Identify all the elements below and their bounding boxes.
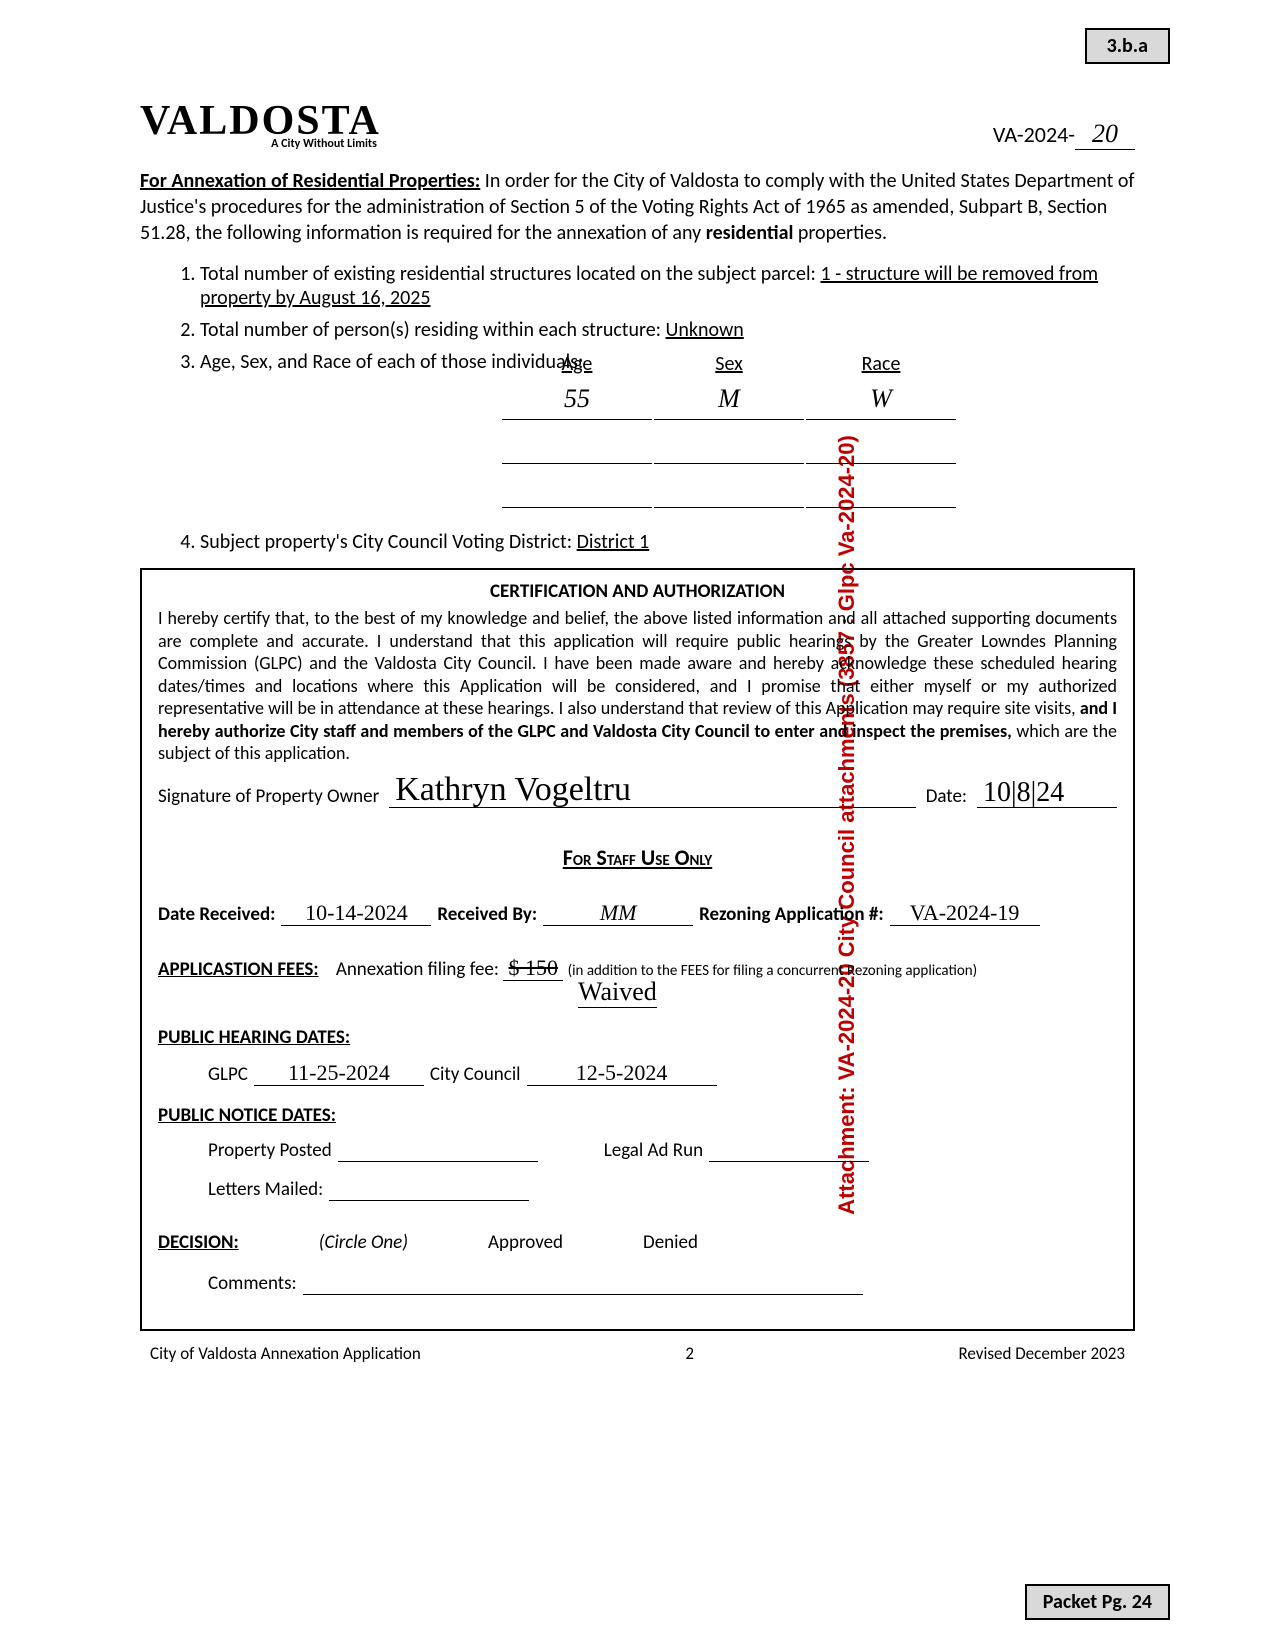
footer-right: Revised December 2023 [958,1343,1125,1364]
tab-bottom: Packet Pg. 24 [1025,1584,1170,1620]
requirements-list-cont: Subject property's City Council Voting D… [170,530,1135,554]
public-hearing-label: PUBLIC HEARING DATES: [158,1026,1117,1049]
list-item-2: Total number of person(s) residing withi… [200,318,1135,342]
logo-main: VALDOSTA [140,100,381,142]
va-number: VA-2024-20 [993,119,1135,150]
certification-box: CERTIFICATION AND AUTHORIZATION I hereby… [140,568,1135,1331]
sex-value: M [654,378,804,420]
cert-text: I hereby certify that, to the best of my… [158,607,1117,765]
decision-denied: Denied [643,1231,698,1254]
col-race: Race [806,352,956,376]
demographics-table: Age Sex Race 55 M W [500,350,958,510]
received-by-hw: MM [543,901,693,926]
intro-paragraph: For Annexation of Residential Properties… [140,168,1135,246]
signature-hw: Kathryn Vogeltru [389,773,915,808]
list-item-1: Total number of existing residential str… [200,262,1135,310]
date-hw: 10|8|24 [977,779,1117,808]
decision-approved: Approved [488,1231,563,1254]
staff-section: For Staff Use Only Date Received: 10-14-… [142,824,1133,1330]
page-body: VALDOSTA A City Without Limits VA-2024-2… [0,0,1275,1424]
property-posted-fill [338,1161,538,1162]
sig-label: Signature of Property Owner [158,785,379,808]
staff-title: For Staff Use Only [158,844,1117,871]
date-label: Date: [926,785,967,808]
cert-title: CERTIFICATION AND AUTHORIZATION [158,580,1117,603]
fee-amount: $ 150 [503,956,563,981]
page-footer: City of Valdosta Annexation Application … [140,1343,1135,1364]
glpc-date-hw: 11-25-2024 [254,1061,424,1086]
waived-hw: Waived [578,977,657,1008]
logo: VALDOSTA A City Without Limits [140,100,381,150]
footer-left: City of Valdosta Annexation Application [150,1343,421,1364]
footer-page-num: 2 [685,1343,694,1364]
date-received-hw: 10-14-2024 [281,901,431,926]
letters-mailed-fill [329,1200,529,1201]
col-sex: Sex [654,352,804,376]
rezoning-app-hw: VA-2024-19 [890,901,1040,926]
list-item-4: Subject property's City Council Voting D… [200,530,1135,554]
legal-ad-fill [709,1161,869,1162]
age-value: 55 [502,378,652,420]
race-value: W [806,378,956,420]
cc-date-hw: 12-5-2024 [527,1061,717,1086]
comments-fill [303,1294,863,1295]
public-notice-label: PUBLIC NOTICE DATES: [158,1104,1117,1127]
